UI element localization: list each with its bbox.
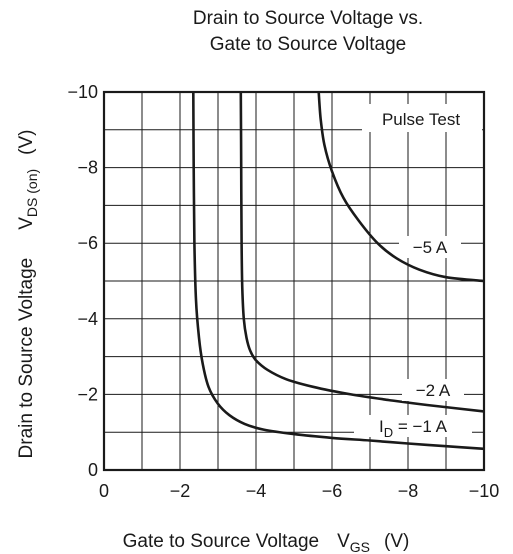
y-axis-label: Drain to Source Voltage VDS (on) (V) xyxy=(16,130,40,459)
y-axis-label-main: Drain to Source Voltage xyxy=(16,258,37,459)
chart-title-line-2: Gate to Source Voltage xyxy=(210,34,406,55)
series-label-sub: D xyxy=(384,425,393,440)
x-tick-label: −8 xyxy=(398,481,419,501)
chart-title-line-1: Drain to Source Voltage vs. xyxy=(193,8,423,29)
series-label-text: = −1 A xyxy=(393,417,448,436)
x-tick-labels: 0 −2 −4 −6 −8 −10 xyxy=(99,481,499,501)
y-tick-label: −4 xyxy=(77,309,98,329)
y-tick-labels: 0 −2 −4 −6 −8 −10 xyxy=(67,82,98,480)
x-tick-label: −2 xyxy=(170,481,191,501)
y-tick-label: −8 xyxy=(77,158,98,178)
x-tick-label: 0 xyxy=(99,481,109,501)
y-axis-label-unit: (V) xyxy=(16,130,37,155)
y-tick-label: −6 xyxy=(77,233,98,253)
series-label: −5 A xyxy=(413,238,448,257)
y-axis-label-symbol: V xyxy=(16,217,37,230)
x-axis-label-symbol: V xyxy=(337,531,350,552)
x-axis-label-main: Gate to Source Voltage xyxy=(123,531,319,552)
x-axis-label: Gate to Source Voltage VGS (V) xyxy=(123,531,410,554)
grid-lines xyxy=(104,92,484,470)
series-label: −2 A xyxy=(416,381,451,400)
x-tick-label: −4 xyxy=(246,481,267,501)
x-axis-label-unit: (V) xyxy=(384,531,409,552)
x-axis-label-sub: GS xyxy=(350,539,370,554)
y-axis-label-sub: DS (on) xyxy=(24,169,40,217)
pulse-test-annotation: Pulse Test xyxy=(382,110,460,129)
y-tick-label: 0 xyxy=(88,460,98,480)
y-tick-label: −2 xyxy=(77,384,98,404)
x-tick-label: −6 xyxy=(322,481,343,501)
y-tick-label: −10 xyxy=(67,82,98,102)
x-tick-label: −10 xyxy=(469,481,500,501)
